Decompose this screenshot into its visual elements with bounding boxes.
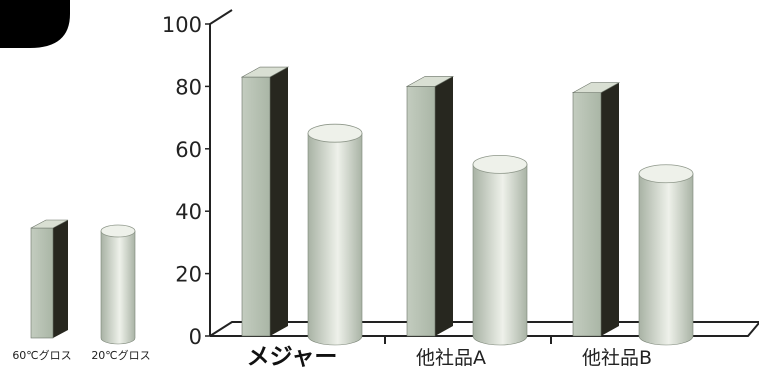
bar-20-gloss [638,164,694,346]
cylinder-top [307,123,363,143]
bar-group [240,66,363,346]
corner-badge [0,0,70,48]
legend-cylinder-top [100,224,136,238]
bar-front-face [241,76,271,337]
bar-60-gloss [405,76,455,337]
y-tick-label: 100 [162,13,202,37]
y-tick-label: 20 [175,263,202,287]
bar-side-face [270,67,288,336]
cylinder-body [307,132,363,346]
cylinder-top [472,154,528,174]
bar-top-face [240,66,290,78]
y-axis-ticks: 0 20 40 60 80 100 [162,13,210,349]
bar-group [571,82,694,346]
y-tick-label: 80 [175,75,202,99]
legend-label-60: 60℃グロス [12,348,71,362]
legend-swatch-front [30,227,54,339]
bar-side-face [435,76,453,337]
y-tick-label: 0 [189,325,202,349]
bar-20-gloss [472,154,528,346]
bar-top-face [571,82,621,93]
x-category-label: 他社品A [416,347,486,369]
legend-swatch-side [53,220,68,338]
legend-item-20-gloss: 20℃グロス [91,224,151,362]
cylinder-body [472,164,528,346]
category-labels: メジャー 他社品A 他社品B [247,344,652,370]
bar-60-gloss [571,82,621,337]
y-axis-line [209,9,233,336]
y-tick-label: 60 [175,138,202,162]
bar-20-gloss [307,123,363,346]
legend: 60℃グロス 20℃グロス [12,219,151,362]
x-category-label: 他社品B [582,347,652,369]
cylinder-body [638,173,694,346]
bar-top-face [405,76,455,87]
legend-label-20: 20℃グロス [91,348,150,362]
x-category-label: メジャー [247,344,338,370]
bar-60-gloss [240,66,290,337]
bars [240,66,694,346]
legend-swatch-top [30,219,69,229]
y-tick-label: 40 [175,200,202,224]
bar-front-face [572,92,602,337]
legend-cylinder-body [100,230,136,345]
legend-item-60-gloss: 60℃グロス [12,219,72,362]
bar-front-face [406,86,436,337]
cylinder-top [638,164,694,184]
bar-group [405,76,528,346]
bar-side-face [601,82,619,336]
